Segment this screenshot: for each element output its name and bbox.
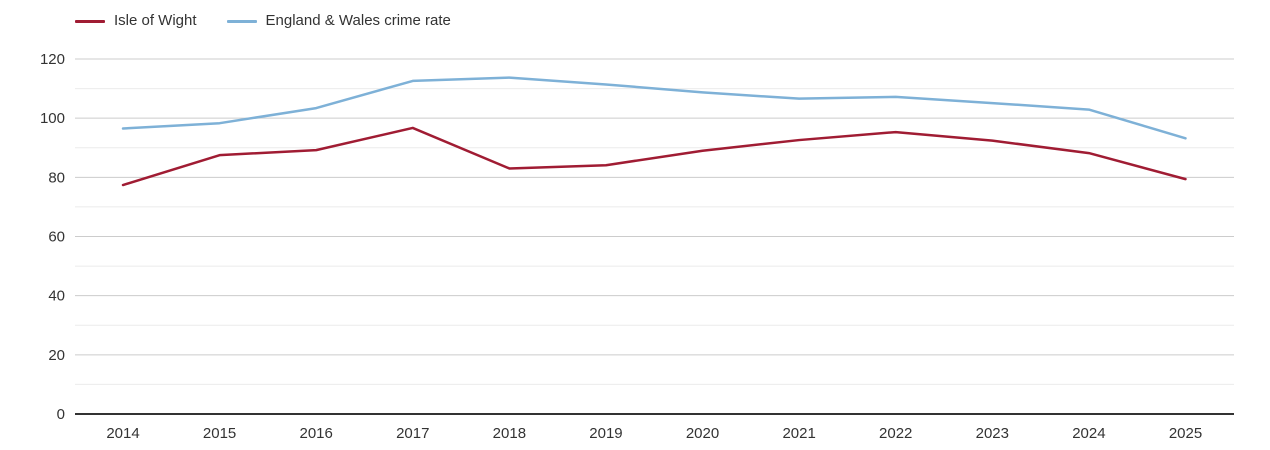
y-axis-tick-label: 120	[40, 51, 65, 68]
x-axis-tick-label: 2019	[589, 425, 622, 442]
legend-swatch-england-wales-icon	[226, 19, 257, 23]
y-axis-tick-label: 20	[48, 347, 65, 364]
y-axis-tick-label: 60	[48, 229, 65, 246]
x-axis-tick-label: 2025	[1169, 425, 1202, 442]
x-axis-tick-label: 2022	[879, 425, 912, 442]
x-axis-tick-label: 2023	[976, 425, 1009, 442]
legend-label-england-wales: England & Wales crime rate	[265, 12, 451, 29]
x-axis-tick-label: 2021	[782, 425, 815, 442]
x-axis-tick-label: 2024	[1072, 425, 1105, 442]
series-line-england-wales-crime-rate	[121, 76, 1187, 140]
chart-legend: Isle of Wight England & Wales crime rate	[75, 12, 451, 30]
y-axis-tick-label: 100	[40, 110, 65, 127]
x-axis-tick-label: 2018	[493, 425, 526, 442]
x-axis-tick-label: 2014	[106, 425, 139, 442]
x-axis-tick-label: 2015	[203, 425, 236, 442]
x-axis-tick-label: 2016	[299, 425, 332, 442]
y-axis-tick-label: 40	[48, 288, 65, 305]
x-axis-tick-label: 2017	[396, 425, 429, 442]
y-axis-tick-label: 80	[48, 169, 65, 186]
y-axis-tick-label: 0	[57, 406, 65, 423]
legend-swatch-isle-of-wight-icon	[75, 19, 105, 23]
legend-item-isle-of-wight[interactable]: Isle of Wight	[75, 12, 197, 30]
series-line-isle-of-wight	[121, 126, 1187, 187]
legend-item-england-wales[interactable]: England & Wales crime rate	[226, 12, 451, 30]
x-axis-tick-label: 2020	[686, 425, 719, 442]
legend-label-isle-of-wight: Isle of Wight	[114, 12, 197, 29]
